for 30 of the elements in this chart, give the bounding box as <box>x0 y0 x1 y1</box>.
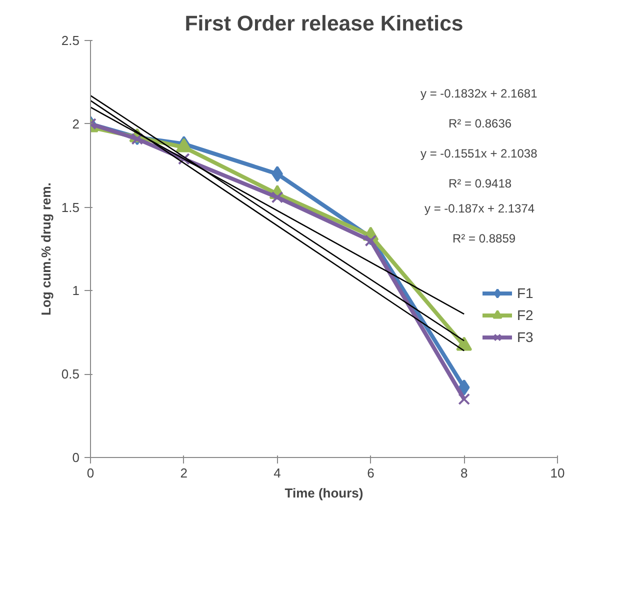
chart-title: First Order release Kinetics <box>184 12 464 36</box>
y-axis-title: Log cum.% drug rem. <box>38 182 54 316</box>
y-tick-label: 0.5 <box>61 366 80 382</box>
x-tick-label: 6 <box>367 466 374 480</box>
x-tick-label: 2 <box>180 466 188 480</box>
y-tick-label: 0 <box>72 450 80 465</box>
y-tick-label: 1 <box>72 283 80 298</box>
x-tick-label: 4 <box>274 466 281 480</box>
y-tick-label: 2.5 <box>61 33 80 48</box>
annotation: y = -0.1551x + 2.1038 <box>420 146 538 160</box>
annotation: R² = 0.8859 <box>452 232 516 246</box>
x-tick-label: 0 <box>86 466 94 480</box>
legend-label: F1 <box>517 285 534 301</box>
x-tick-label: 10 <box>550 466 565 480</box>
y-tick-label: 1.5 <box>61 200 80 215</box>
point <box>271 191 284 204</box>
x-tick-label: 8 <box>460 466 468 480</box>
point <box>131 132 144 145</box>
annotation: y = -0.187x + 2.1374 <box>424 202 535 216</box>
annotation: R² = 0.9418 <box>448 176 512 190</box>
legend-label: F3 <box>517 329 534 345</box>
point <box>364 234 377 247</box>
legend-label: F2 <box>517 307 534 323</box>
point <box>458 379 470 396</box>
point <box>458 393 470 406</box>
annotation: R² = 0.8636 <box>448 116 512 130</box>
annotation: y = -0.1832x + 2.1681 <box>420 86 538 100</box>
point <box>178 152 190 165</box>
x-axis-title: Time (hours) <box>284 486 364 500</box>
y-tick-label: 2 <box>72 116 80 132</box>
